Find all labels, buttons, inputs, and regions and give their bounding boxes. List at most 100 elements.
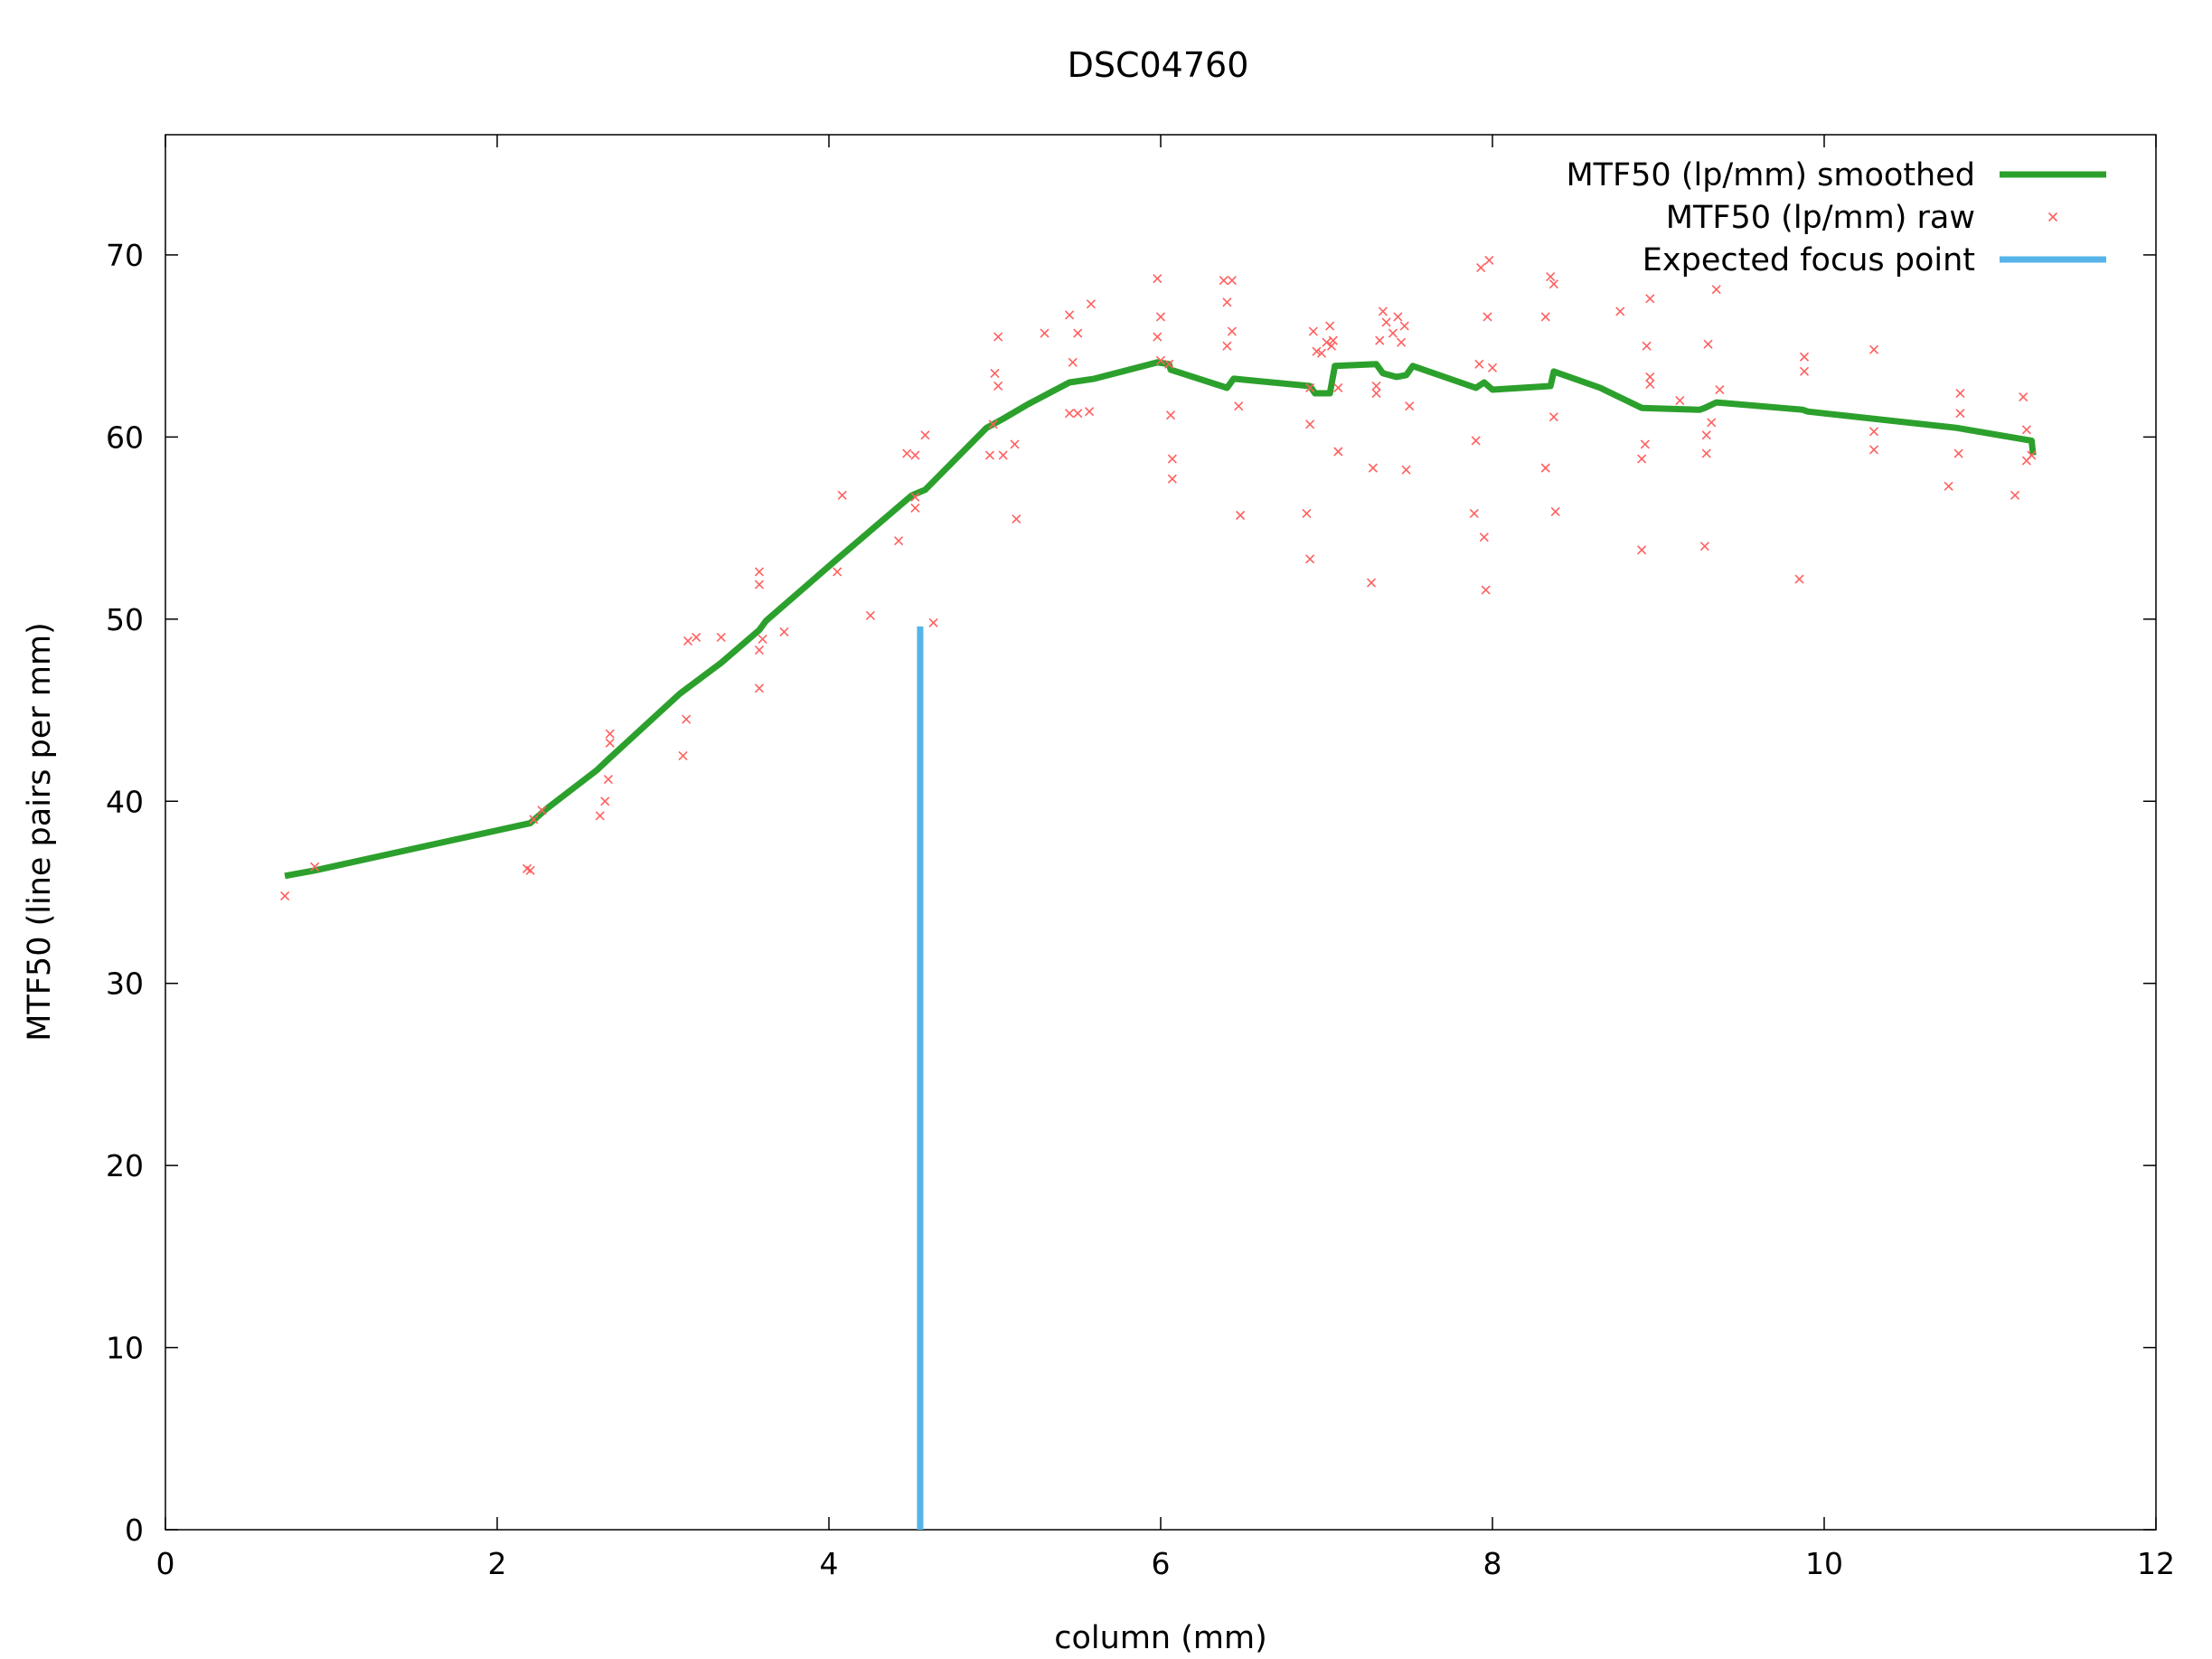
x-tick-label: 6 — [1152, 1546, 1171, 1581]
raw-point — [1540, 463, 1550, 473]
raw-point — [1302, 508, 1312, 519]
raw-point — [1167, 474, 1177, 484]
raw-point — [1703, 339, 1713, 349]
raw-point — [525, 865, 535, 875]
x-tick-label: 4 — [820, 1546, 839, 1581]
raw-point — [1167, 454, 1177, 464]
raw-point — [1548, 279, 1558, 289]
raw-point — [902, 448, 912, 458]
raw-point — [1955, 388, 1965, 399]
raw-point — [1637, 454, 1647, 464]
raw-point — [1483, 312, 1492, 322]
raw-point — [998, 450, 1008, 460]
raw-point — [1955, 409, 1965, 419]
raw-point — [1085, 407, 1095, 417]
raw-point — [1164, 359, 1174, 369]
raw-point — [1699, 542, 1709, 551]
raw-point — [1219, 276, 1228, 286]
raw-point — [1328, 335, 1338, 345]
raw-point — [993, 381, 1003, 391]
raw-point — [600, 797, 610, 806]
raw-point — [1165, 410, 1176, 420]
raw-point — [1368, 463, 1378, 473]
raw-point — [1222, 297, 1232, 307]
raw-point — [928, 617, 938, 627]
raw-point — [1481, 585, 1491, 595]
y-tick-label: 10 — [106, 1331, 144, 1366]
raw-point — [1308, 326, 1318, 336]
raw-point — [1953, 448, 1963, 458]
legend-label: Expected focus point — [1643, 242, 1975, 278]
x-tick-label: 8 — [1483, 1546, 1502, 1581]
raw-point — [1642, 341, 1652, 351]
raw-point — [1711, 285, 1721, 295]
raw-point — [310, 862, 320, 872]
raw-point — [754, 567, 764, 577]
raw-point — [1479, 533, 1489, 542]
y-axis-label: MTF50 (line pairs per mm) — [22, 622, 58, 1042]
raw-point — [1366, 578, 1377, 588]
raw-point — [1381, 317, 1391, 327]
raw-point — [1065, 310, 1075, 320]
raw-point — [1371, 381, 1381, 391]
raw-point — [1227, 326, 1237, 336]
raw-point — [910, 503, 920, 514]
raw-point — [779, 627, 789, 636]
raw-point — [1234, 401, 1244, 411]
axis-ticks: 0 2 4 6 8 10 12 0 10 20 30 40 50 60 70 — [106, 135, 2175, 1581]
y-tick-label: 60 — [106, 419, 144, 455]
raw-point — [1401, 465, 1411, 475]
y-tick-label: 30 — [106, 966, 144, 1002]
raw-point — [1868, 427, 1879, 437]
raw-point — [1325, 321, 1335, 331]
raw-point — [605, 738, 615, 748]
raw-point — [1645, 372, 1655, 382]
raw-point — [1868, 445, 1879, 455]
raw-point — [1333, 382, 1343, 393]
raw-point — [529, 815, 539, 825]
raw-point — [1086, 299, 1096, 309]
raw-point — [2019, 392, 2028, 402]
raw-point — [682, 636, 693, 646]
raw-point — [984, 450, 995, 460]
raw-point — [1675, 396, 1685, 406]
raw-point — [894, 536, 904, 546]
legend-swatch — [2047, 212, 2058, 222]
x-tick-label: 10 — [1805, 1546, 1843, 1581]
raw-point — [1378, 306, 1388, 316]
raw-point — [1645, 379, 1655, 390]
y-tick-label: 70 — [106, 238, 144, 273]
raw-point — [1399, 321, 1409, 331]
raw-point — [1471, 436, 1481, 446]
raw-point — [1222, 341, 1232, 351]
raw-point — [920, 430, 930, 440]
raw-point — [1065, 409, 1075, 419]
plot-frame — [165, 134, 2157, 1531]
raw-point — [716, 632, 726, 643]
series-line — [284, 359, 2037, 880]
raw-point — [1153, 274, 1162, 284]
raw-point — [1010, 439, 1020, 449]
raw-point — [1868, 344, 1879, 354]
raw-point — [1305, 419, 1315, 429]
raw-point — [1371, 388, 1381, 399]
raw-point — [754, 580, 764, 589]
series-scatter — [280, 255, 2037, 901]
raw-point — [1305, 382, 1315, 393]
smoothed-line — [284, 359, 2037, 880]
y-tick-label: 20 — [106, 1148, 144, 1183]
x-tick-label: 0 — [156, 1546, 175, 1581]
raw-point — [1944, 481, 1953, 491]
raw-point — [1540, 312, 1550, 322]
legend: MTF50 (lp/mm) smoothed MTF50 (lp/mm) raw E… — [1566, 157, 2106, 278]
raw-point — [1375, 335, 1385, 345]
raw-point — [833, 567, 842, 577]
raw-point — [1637, 545, 1647, 555]
raw-point — [1305, 554, 1315, 564]
raw-point — [1155, 355, 1166, 365]
raw-point — [1040, 328, 1050, 338]
raw-point — [1476, 262, 1486, 273]
raw-point — [1393, 312, 1403, 322]
raw-point — [2027, 450, 2037, 460]
raw-point — [837, 490, 847, 500]
